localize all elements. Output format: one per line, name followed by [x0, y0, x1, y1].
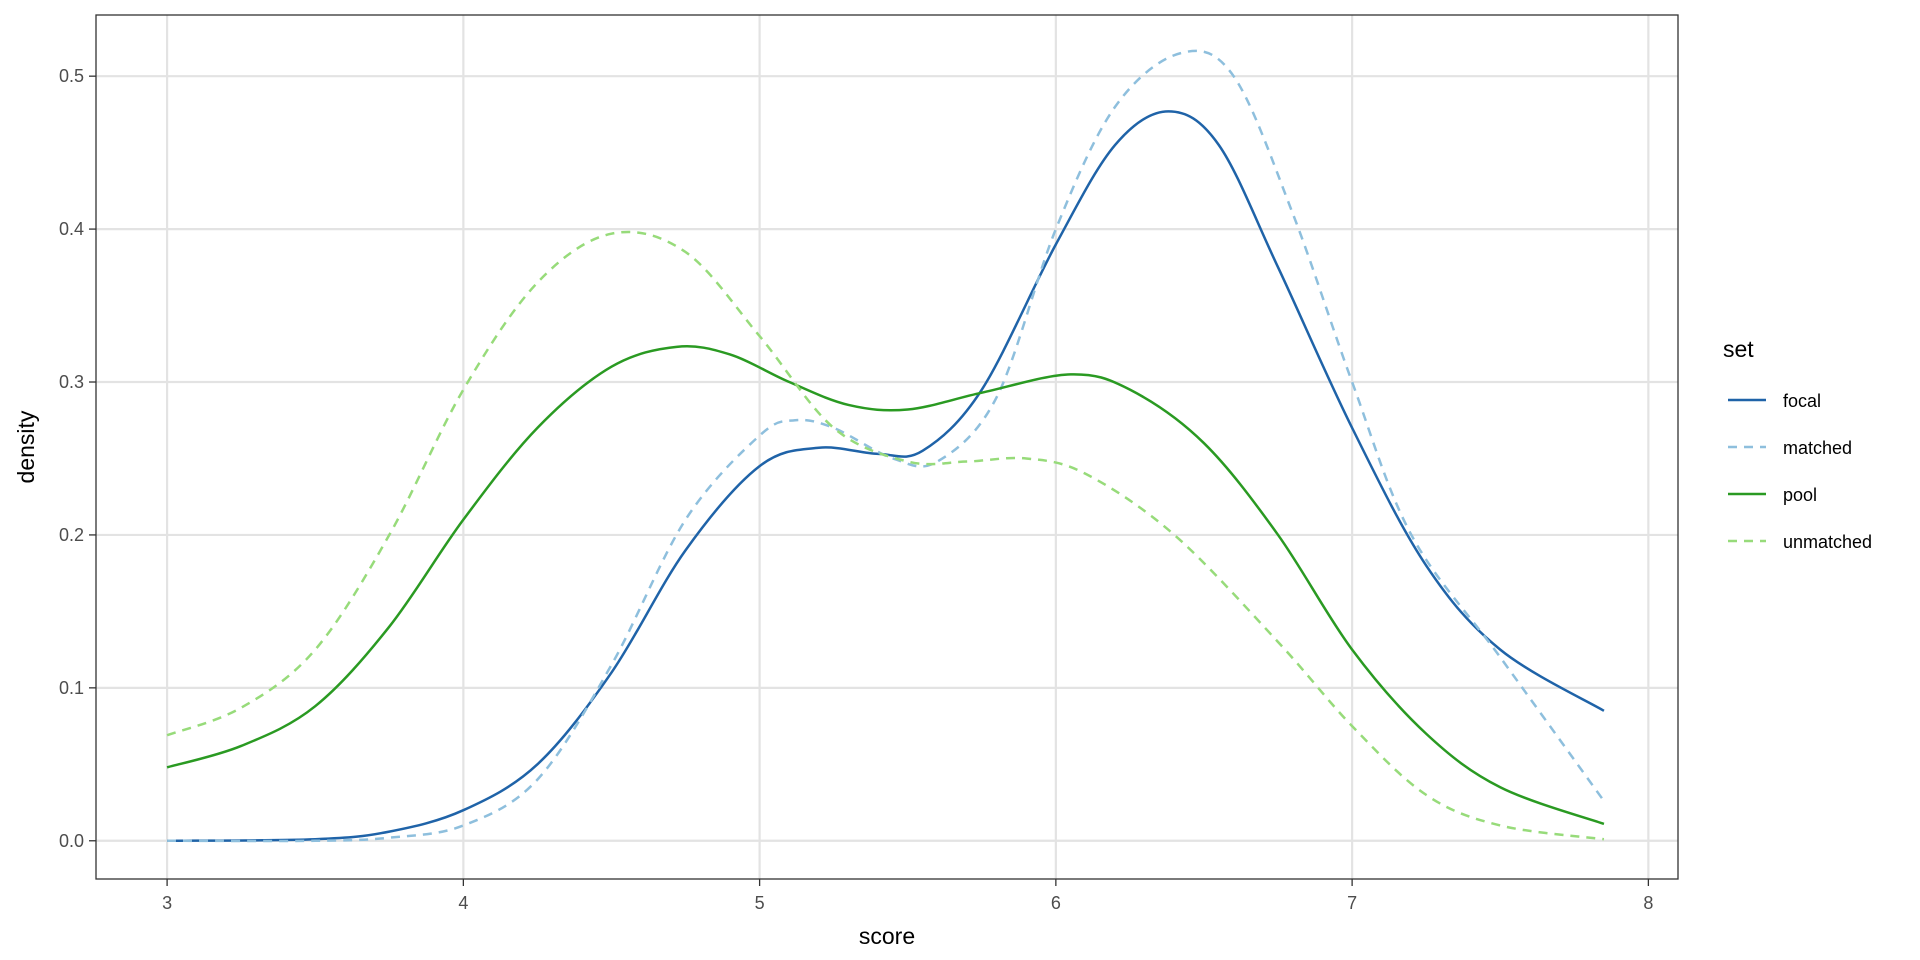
series-line-focal [167, 110, 1605, 843]
y-tick-label: 0.4 [59, 219, 84, 239]
y-tick-label: 0.0 [59, 831, 84, 851]
grid-lines [96, 15, 1678, 879]
x-tick-label: 4 [458, 893, 468, 913]
legend-title: set [1723, 336, 1754, 362]
y-tick-label: 0.1 [59, 678, 84, 698]
series-line-matched [167, 49, 1605, 843]
series-line-unmatched [166, 230, 1605, 841]
x-axis: 3 4 5 6 7 8 [162, 879, 1653, 913]
x-axis-title: score [859, 923, 915, 949]
y-tick-label: 0.3 [59, 372, 84, 392]
legend-label-focal: focal [1783, 391, 1821, 411]
x-tick-label: 7 [1347, 893, 1357, 913]
series-lines [166, 49, 1605, 843]
x-tick-label: 8 [1643, 893, 1653, 913]
legend-label-matched: matched [1783, 438, 1852, 458]
legend-label-unmatched: unmatched [1783, 532, 1872, 552]
y-axis-title: density [13, 410, 39, 483]
plot-panel-border [95, 14, 1679, 880]
legend-label-pool: pool [1783, 485, 1817, 505]
y-axis: 0.0 0.1 0.2 0.3 0.4 0.5 [59, 66, 96, 851]
y-tick-label: 0.2 [59, 525, 84, 545]
x-tick-label: 3 [162, 893, 172, 913]
x-tick-label: 6 [1051, 893, 1061, 913]
series-line-pool [166, 345, 1605, 826]
y-tick-label: 0.5 [59, 66, 84, 86]
x-tick-label: 5 [755, 893, 765, 913]
legend: set focal matched pool unmatched [1723, 336, 1872, 552]
